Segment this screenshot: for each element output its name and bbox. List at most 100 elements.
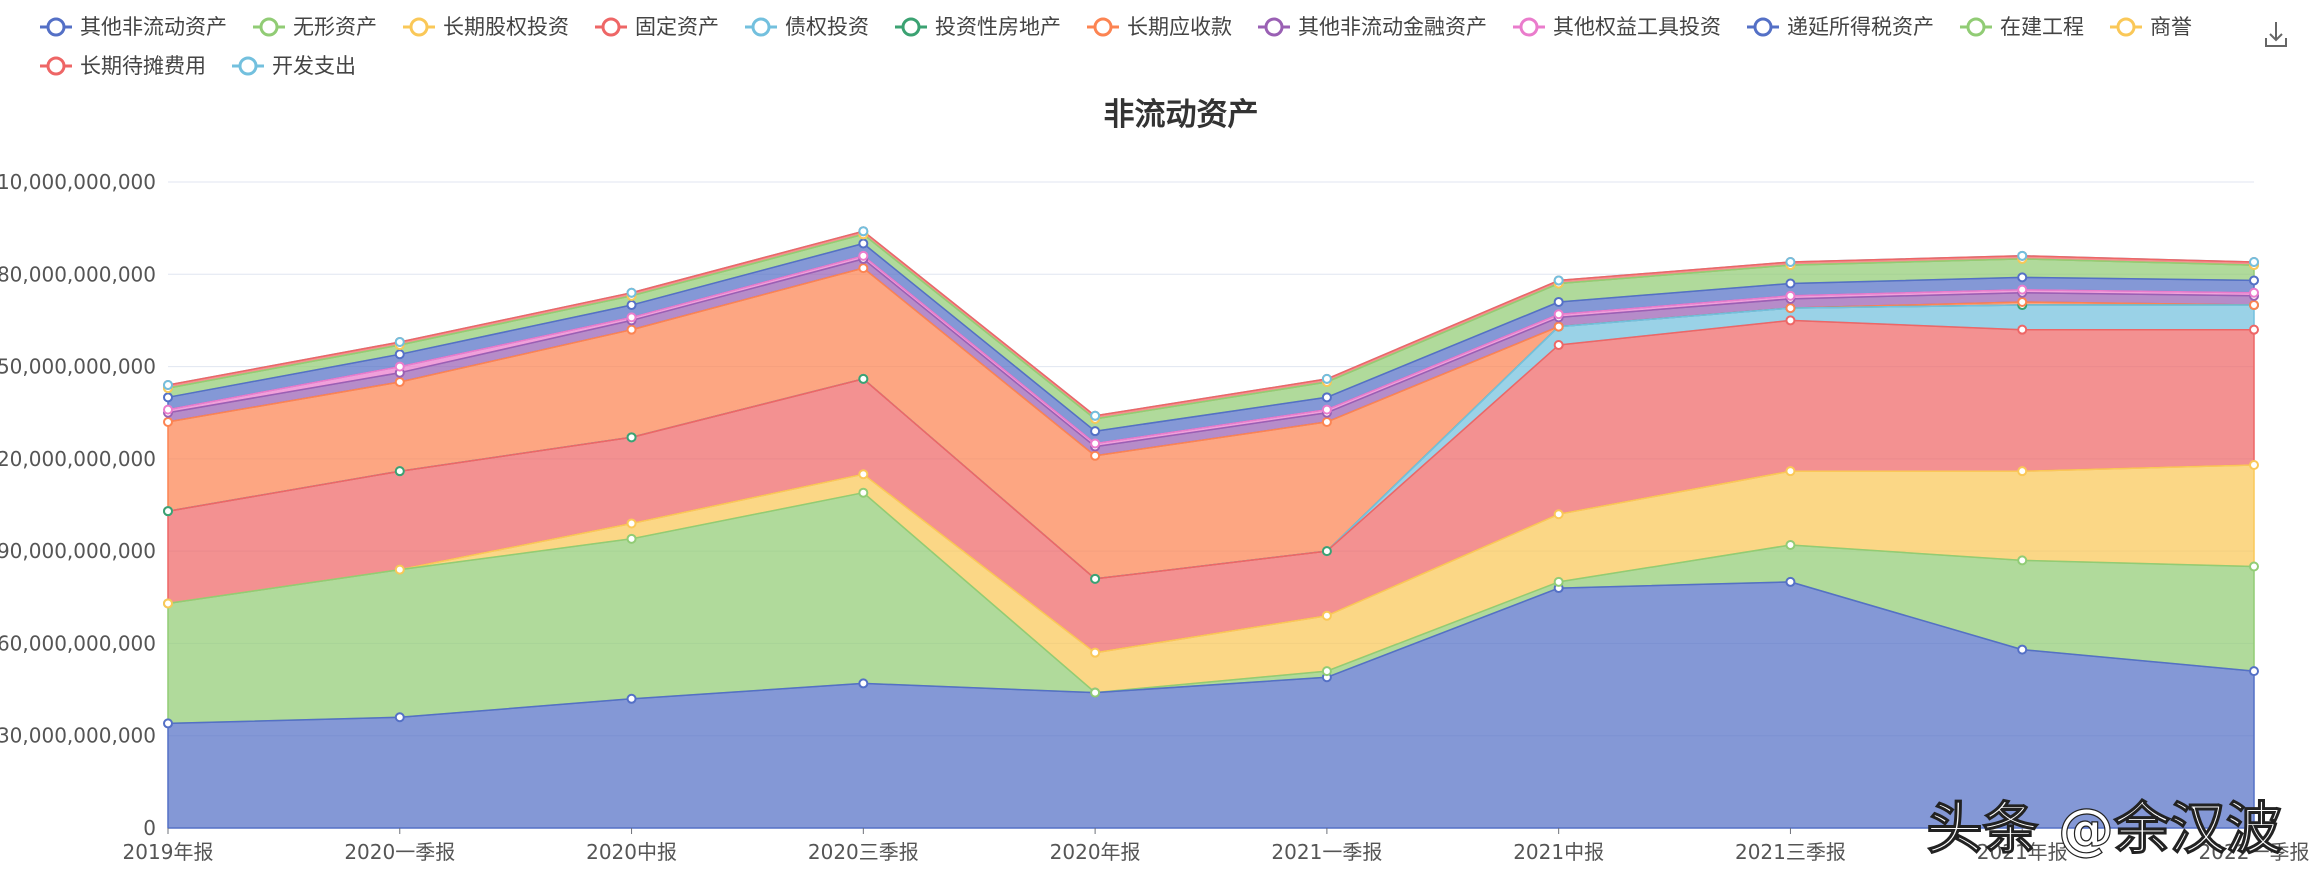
data-point[interactable] (163, 392, 173, 403)
data-point[interactable] (163, 506, 173, 517)
data-point[interactable] (1321, 610, 1332, 621)
legend-symbol (1753, 17, 1773, 37)
data-point[interactable] (1553, 321, 1564, 332)
data-point[interactable] (1785, 256, 1796, 267)
data-point[interactable] (163, 718, 173, 729)
chart-title: 非流动资产 (1104, 97, 1259, 133)
data-point[interactable] (394, 349, 405, 360)
legend-item[interactable]: 其他非流动金融资产 (1257, 15, 1487, 39)
data-point[interactable] (1090, 438, 1101, 449)
data-point[interactable] (2249, 460, 2259, 471)
data-point[interactable] (2017, 644, 2028, 655)
data-point[interactable] (163, 416, 173, 427)
legend-symbol (1966, 17, 1986, 37)
data-point[interactable] (858, 238, 869, 249)
data-point[interactable] (2249, 561, 2259, 572)
data-point[interactable] (1785, 278, 1796, 289)
data-point[interactable] (1553, 309, 1564, 320)
data-point[interactable] (394, 336, 405, 347)
data-point[interactable] (626, 432, 637, 443)
legend-item[interactable]: 长期待摊费用 (40, 54, 206, 78)
data-point[interactable] (2249, 300, 2259, 311)
data-point[interactable] (394, 712, 405, 723)
data-point[interactable] (2017, 555, 2028, 566)
data-point[interactable] (1090, 450, 1101, 461)
data-point[interactable] (394, 361, 405, 372)
data-point[interactable] (626, 533, 637, 544)
data-point[interactable] (1321, 666, 1332, 677)
data-point[interactable] (858, 263, 869, 274)
data-point[interactable] (1553, 340, 1564, 351)
data-point[interactable] (1785, 466, 1796, 477)
legend-item[interactable]: 开发支出 (231, 54, 356, 78)
data-point[interactable] (163, 404, 173, 415)
data-point[interactable] (1090, 426, 1101, 437)
data-point[interactable] (163, 380, 173, 391)
data-point[interactable] (1090, 647, 1101, 658)
data-point[interactable] (858, 469, 869, 480)
data-point[interactable] (2249, 324, 2259, 335)
data-point[interactable] (1321, 373, 1332, 384)
legend-item[interactable]: 长期应收款 (1086, 15, 1232, 39)
legend-item[interactable]: 其他非流动资产 (40, 15, 227, 39)
x-tick-label: 2021年报 (1977, 840, 2068, 864)
legend-item[interactable]: 债权投资 (744, 15, 869, 39)
data-point[interactable] (2017, 324, 2028, 335)
data-point[interactable] (394, 376, 405, 387)
data-point[interactable] (626, 518, 637, 529)
data-point[interactable] (2249, 666, 2259, 677)
data-point[interactable] (858, 373, 869, 384)
data-point[interactable] (2249, 275, 2259, 286)
data-point[interactable] (1785, 303, 1796, 314)
data-point[interactable] (2017, 296, 2028, 307)
data-point[interactable] (626, 287, 637, 298)
legend-item[interactable]: 投资性房地产 (894, 15, 1061, 39)
legend-item[interactable]: 在建工程 (1959, 15, 2084, 39)
data-point[interactable] (1090, 573, 1101, 584)
data-point[interactable] (626, 693, 637, 704)
x-tick-label: 2019年报 (123, 840, 214, 864)
legend-label: 其他权益工具投资 (1553, 15, 1721, 39)
download-icon[interactable] (2262, 20, 2290, 48)
data-point[interactable] (163, 598, 173, 609)
data-point[interactable] (1553, 275, 1564, 286)
legend-label: 其他非流动资产 (80, 15, 227, 39)
legend-item[interactable]: 固定资产 (594, 15, 719, 39)
data-point[interactable] (1553, 509, 1564, 520)
legend-item[interactable]: 其他权益工具投资 (1512, 15, 1721, 39)
data-point[interactable] (1321, 404, 1332, 415)
data-point[interactable] (2017, 250, 2028, 261)
data-point[interactable] (394, 466, 405, 477)
data-point[interactable] (1785, 315, 1796, 326)
data-point[interactable] (394, 564, 405, 575)
data-point[interactable] (1553, 296, 1564, 307)
data-point[interactable] (1090, 410, 1101, 421)
x-tick-label: 2022一季报 (2199, 840, 2310, 864)
data-point[interactable] (1321, 546, 1332, 557)
data-point[interactable] (1090, 687, 1101, 698)
legend-item[interactable]: 无形资产 (252, 15, 377, 39)
data-point[interactable] (1321, 392, 1332, 403)
data-point[interactable] (626, 312, 637, 323)
data-point[interactable] (1785, 290, 1796, 301)
legend-item[interactable]: 递延所得税资产 (1746, 15, 1934, 39)
data-point[interactable] (2017, 284, 2028, 295)
data-point[interactable] (1553, 576, 1564, 587)
legend-item[interactable]: 商誉 (2109, 15, 2192, 39)
legend[interactable]: 其他非流动资产 无形资产 长期股权投资 固定资产 债权投资 投资性房地产 长期应收款 其他非流… (40, 15, 2192, 78)
legend-symbol (259, 17, 279, 37)
data-point[interactable] (626, 300, 637, 311)
data-point[interactable] (2249, 287, 2259, 298)
data-point[interactable] (1785, 539, 1796, 550)
data-point[interactable] (2249, 256, 2259, 267)
data-point[interactable] (626, 324, 637, 335)
data-point[interactable] (858, 487, 869, 498)
data-point[interactable] (858, 250, 869, 261)
data-point[interactable] (2017, 466, 2028, 477)
data-point[interactable] (858, 678, 869, 689)
legend-item[interactable]: 长期股权投资 (402, 15, 569, 39)
data-point[interactable] (858, 226, 869, 237)
data-point[interactable] (1785, 576, 1796, 587)
data-point[interactable] (1321, 416, 1332, 427)
data-point[interactable] (2017, 272, 2028, 283)
